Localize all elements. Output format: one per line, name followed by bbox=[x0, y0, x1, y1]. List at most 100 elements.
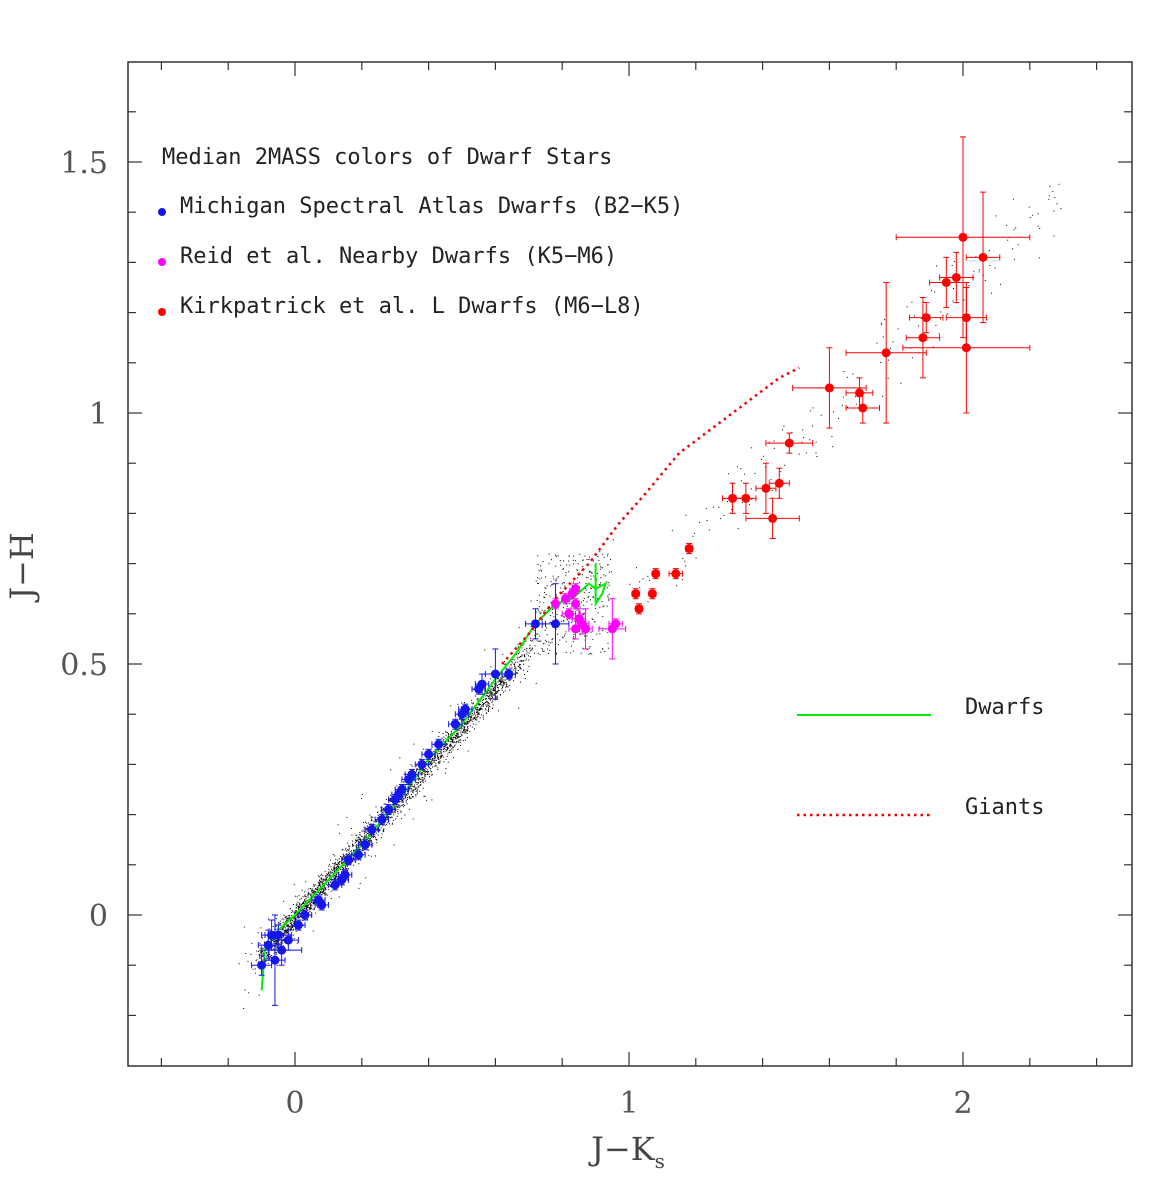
field-star-point bbox=[584, 588, 586, 589]
field-star-point bbox=[422, 787, 424, 789]
field-star-point bbox=[431, 771, 433, 773]
field-star-point bbox=[635, 567, 637, 569]
field-star-point bbox=[541, 619, 543, 621]
field-star-point bbox=[596, 633, 598, 635]
field-star-point bbox=[404, 814, 406, 816]
field-star-point bbox=[487, 692, 489, 694]
field-star-point bbox=[483, 699, 485, 701]
field-star-point bbox=[347, 870, 348, 871]
data-marker bbox=[611, 619, 621, 629]
field-star-point bbox=[243, 926, 245, 928]
field-star-point bbox=[805, 452, 807, 454]
field-star-point bbox=[478, 721, 480, 723]
field-star-point bbox=[329, 881, 331, 883]
field-star-point bbox=[423, 781, 425, 783]
field-star-point bbox=[934, 291, 936, 293]
field-star-point bbox=[441, 752, 442, 754]
field-star-point bbox=[549, 595, 551, 597]
field-star-point bbox=[369, 840, 371, 841]
field-star-point bbox=[833, 411, 834, 413]
field-star-point bbox=[407, 793, 409, 795]
field-star-point bbox=[731, 509, 733, 510]
field-star-point bbox=[404, 784, 406, 786]
field-star-point bbox=[472, 703, 474, 705]
field-star-point bbox=[457, 733, 459, 735]
field-star-point bbox=[304, 894, 306, 896]
field-star-point bbox=[491, 701, 493, 703]
field-star-point bbox=[334, 874, 335, 876]
field-star-point bbox=[373, 836, 375, 838]
field-star-point bbox=[477, 713, 478, 715]
field-star-point bbox=[784, 464, 786, 466]
field-star-point bbox=[283, 900, 285, 902]
field-star-point bbox=[294, 921, 296, 923]
field-star-point bbox=[538, 578, 540, 580]
field-star-point bbox=[600, 582, 602, 584]
field-star-point bbox=[451, 740, 453, 741]
field-star-point bbox=[460, 719, 462, 721]
field-star-point bbox=[502, 677, 503, 679]
field-star-point bbox=[610, 571, 612, 573]
field-star-point bbox=[341, 871, 342, 873]
field-star-point bbox=[318, 891, 320, 893]
field-star-point bbox=[884, 319, 886, 321]
field-star-point bbox=[358, 842, 360, 844]
field-star-point bbox=[320, 885, 322, 887]
field-star-point bbox=[534, 645, 536, 647]
field-star-point bbox=[570, 606, 572, 608]
field-star-point bbox=[500, 681, 502, 683]
field-star-point bbox=[487, 701, 489, 703]
field-star-point bbox=[392, 812, 394, 814]
field-star-point bbox=[440, 756, 442, 758]
field-star-point bbox=[327, 884, 329, 886]
field-star-point bbox=[370, 823, 372, 825]
field-star-point bbox=[447, 761, 449, 763]
field-star-point bbox=[978, 271, 980, 273]
field-star-point bbox=[449, 750, 451, 751]
field-star-point bbox=[266, 952, 268, 953]
field-star-point bbox=[238, 963, 240, 965]
field-star-point bbox=[421, 772, 423, 774]
field-star-point bbox=[335, 876, 337, 878]
field-star-point bbox=[407, 798, 408, 800]
field-star-point bbox=[443, 736, 445, 738]
field-star-point bbox=[524, 659, 526, 661]
field-star-point bbox=[490, 694, 492, 696]
field-star-point bbox=[457, 736, 459, 738]
field-star-point bbox=[402, 796, 404, 798]
field-star-point bbox=[494, 699, 496, 701]
field-star-point bbox=[416, 787, 418, 789]
field-star-point bbox=[588, 556, 590, 558]
field-star-point bbox=[356, 847, 357, 849]
field-star-point bbox=[397, 809, 399, 810]
field-star-point bbox=[328, 865, 330, 867]
field-star-point bbox=[538, 583, 539, 585]
field-star-point bbox=[930, 290, 932, 292]
field-star-point bbox=[453, 733, 455, 735]
field-star-point bbox=[432, 757, 434, 759]
field-star-point bbox=[296, 914, 298, 916]
field-star-point bbox=[810, 410, 812, 412]
field-star-point bbox=[477, 699, 479, 701]
field-star-point bbox=[438, 731, 440, 733]
field-star-point bbox=[289, 917, 291, 919]
field-star-point bbox=[426, 799, 428, 801]
field-star-point bbox=[727, 473, 729, 475]
field-star-point bbox=[565, 631, 567, 633]
field-star-point bbox=[538, 640, 540, 642]
data-point-reid bbox=[578, 608, 593, 650]
field-star-point bbox=[460, 732, 462, 734]
data-marker bbox=[961, 343, 971, 353]
field-star-point bbox=[260, 953, 262, 954]
field-star-point bbox=[361, 841, 362, 843]
field-star-point bbox=[521, 647, 523, 649]
field-star-point bbox=[524, 678, 526, 680]
field-star-point bbox=[313, 884, 315, 886]
field-star-point bbox=[279, 920, 281, 922]
field-star-point bbox=[504, 661, 505, 662]
field-star-point bbox=[312, 897, 314, 899]
field-star-point bbox=[438, 753, 440, 755]
field-star-point bbox=[433, 761, 435, 763]
field-star-point bbox=[381, 813, 383, 815]
field-star-point bbox=[565, 574, 567, 576]
